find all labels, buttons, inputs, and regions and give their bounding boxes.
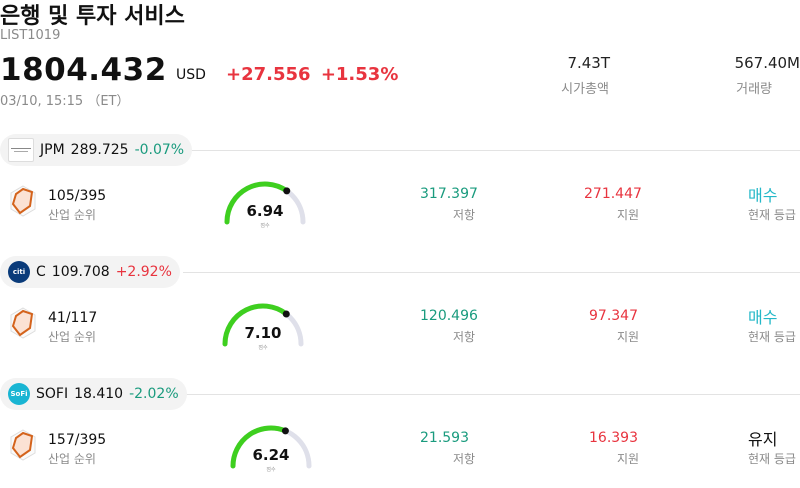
stock-change: +2.92% xyxy=(115,264,172,280)
support-value: 271.447 xyxy=(584,186,642,202)
change-percent: +1.53% xyxy=(320,64,399,85)
industry-rank-value: 105/395 xyxy=(48,188,107,204)
volume-label: 거래량 xyxy=(736,82,772,97)
ticker: SOFI xyxy=(36,386,69,402)
gauge-marker xyxy=(281,427,289,435)
currency-label: USD xyxy=(176,67,206,83)
jpmorgan-logo-icon xyxy=(8,138,34,162)
resistance-label: 저항 xyxy=(453,208,476,222)
gauge-marker xyxy=(282,310,290,318)
stock-price: 109.708 xyxy=(51,264,110,280)
gauge-fill xyxy=(230,425,288,469)
price-change: +27.556 +1.53% xyxy=(226,64,398,85)
support-label: 지원 xyxy=(617,452,640,466)
radar-chart-icon xyxy=(10,185,36,217)
index-code: LIST1019 xyxy=(0,28,61,43)
volume-value: 567.40M xyxy=(734,54,800,72)
rating-value: 유지 xyxy=(748,430,778,449)
divider xyxy=(183,272,800,273)
score-gauge: 6.94 점수 xyxy=(224,181,306,229)
divider xyxy=(183,150,800,151)
page-title: 은행 및 투자 서비스 xyxy=(0,4,185,29)
industry-rank-label: 산업 순위 xyxy=(48,452,96,466)
stock-change: -0.07% xyxy=(134,142,185,158)
divider xyxy=(183,394,800,395)
timestamp: 03/10, 15:15 （ET） xyxy=(0,94,130,109)
change-absolute: +27.556 xyxy=(226,64,311,85)
rating-label: 현재 등급 xyxy=(748,208,796,222)
resistance-label: 저항 xyxy=(453,452,476,466)
support-value: 16.393 xyxy=(589,430,638,446)
industry-rank-label: 산업 순위 xyxy=(48,330,96,344)
stock-change: -2.02% xyxy=(129,386,179,402)
stock-price: 289.725 xyxy=(70,142,129,158)
resistance-value: 120.496 xyxy=(420,308,478,324)
score-label: 점수 xyxy=(266,466,276,473)
support-label: 지원 xyxy=(617,208,640,222)
score-label: 점수 xyxy=(260,222,270,229)
gauge-fill xyxy=(224,181,290,225)
ticker: JPM xyxy=(40,142,65,158)
score-gauge: 7.10 점수 xyxy=(222,303,304,351)
support-value: 97.347 xyxy=(589,308,638,324)
stock-chip[interactable]: citi C 109.708 +2.92% xyxy=(0,256,180,288)
sofi-logo-icon: SoFi xyxy=(8,383,30,405)
resistance-value: 317.397 xyxy=(420,186,478,202)
support-label: 지원 xyxy=(617,330,640,344)
score-value: 7.10 xyxy=(244,324,281,342)
score-value: 6.94 xyxy=(246,202,283,220)
radar-chart-icon xyxy=(10,307,36,339)
gauge-marker xyxy=(283,187,291,195)
citi-logo-icon: citi xyxy=(8,261,30,283)
rating-label: 현재 등급 xyxy=(748,330,796,344)
score-label: 점수 xyxy=(258,344,268,351)
score-value: 6.24 xyxy=(252,446,289,464)
stock-price: 18.410 xyxy=(74,386,124,402)
resistance-value: 21.593 xyxy=(420,430,469,446)
market-cap-value: 7.43T xyxy=(567,54,610,72)
market-cap-label: 시가총액 xyxy=(561,82,609,97)
rating-label: 현재 등급 xyxy=(748,452,796,466)
industry-rank-label: 산업 순위 xyxy=(48,208,96,222)
radar-chart-icon xyxy=(10,429,36,461)
industry-rank-value: 41/117 xyxy=(48,310,98,326)
stock-chip[interactable]: SoFi SOFI 18.410 -2.02% xyxy=(0,378,187,410)
resistance-label: 저항 xyxy=(453,330,476,344)
gauge-fill xyxy=(222,303,289,347)
index-price: 1804.432 xyxy=(0,52,167,88)
rating-value: 매수 xyxy=(748,308,778,327)
ticker: C xyxy=(36,264,46,280)
rating-value: 매수 xyxy=(748,186,778,205)
stock-chip[interactable]: JPM 289.725 -0.07% xyxy=(0,134,193,166)
industry-rank-value: 157/395 xyxy=(48,432,107,448)
score-gauge: 6.24 점수 xyxy=(230,425,312,473)
